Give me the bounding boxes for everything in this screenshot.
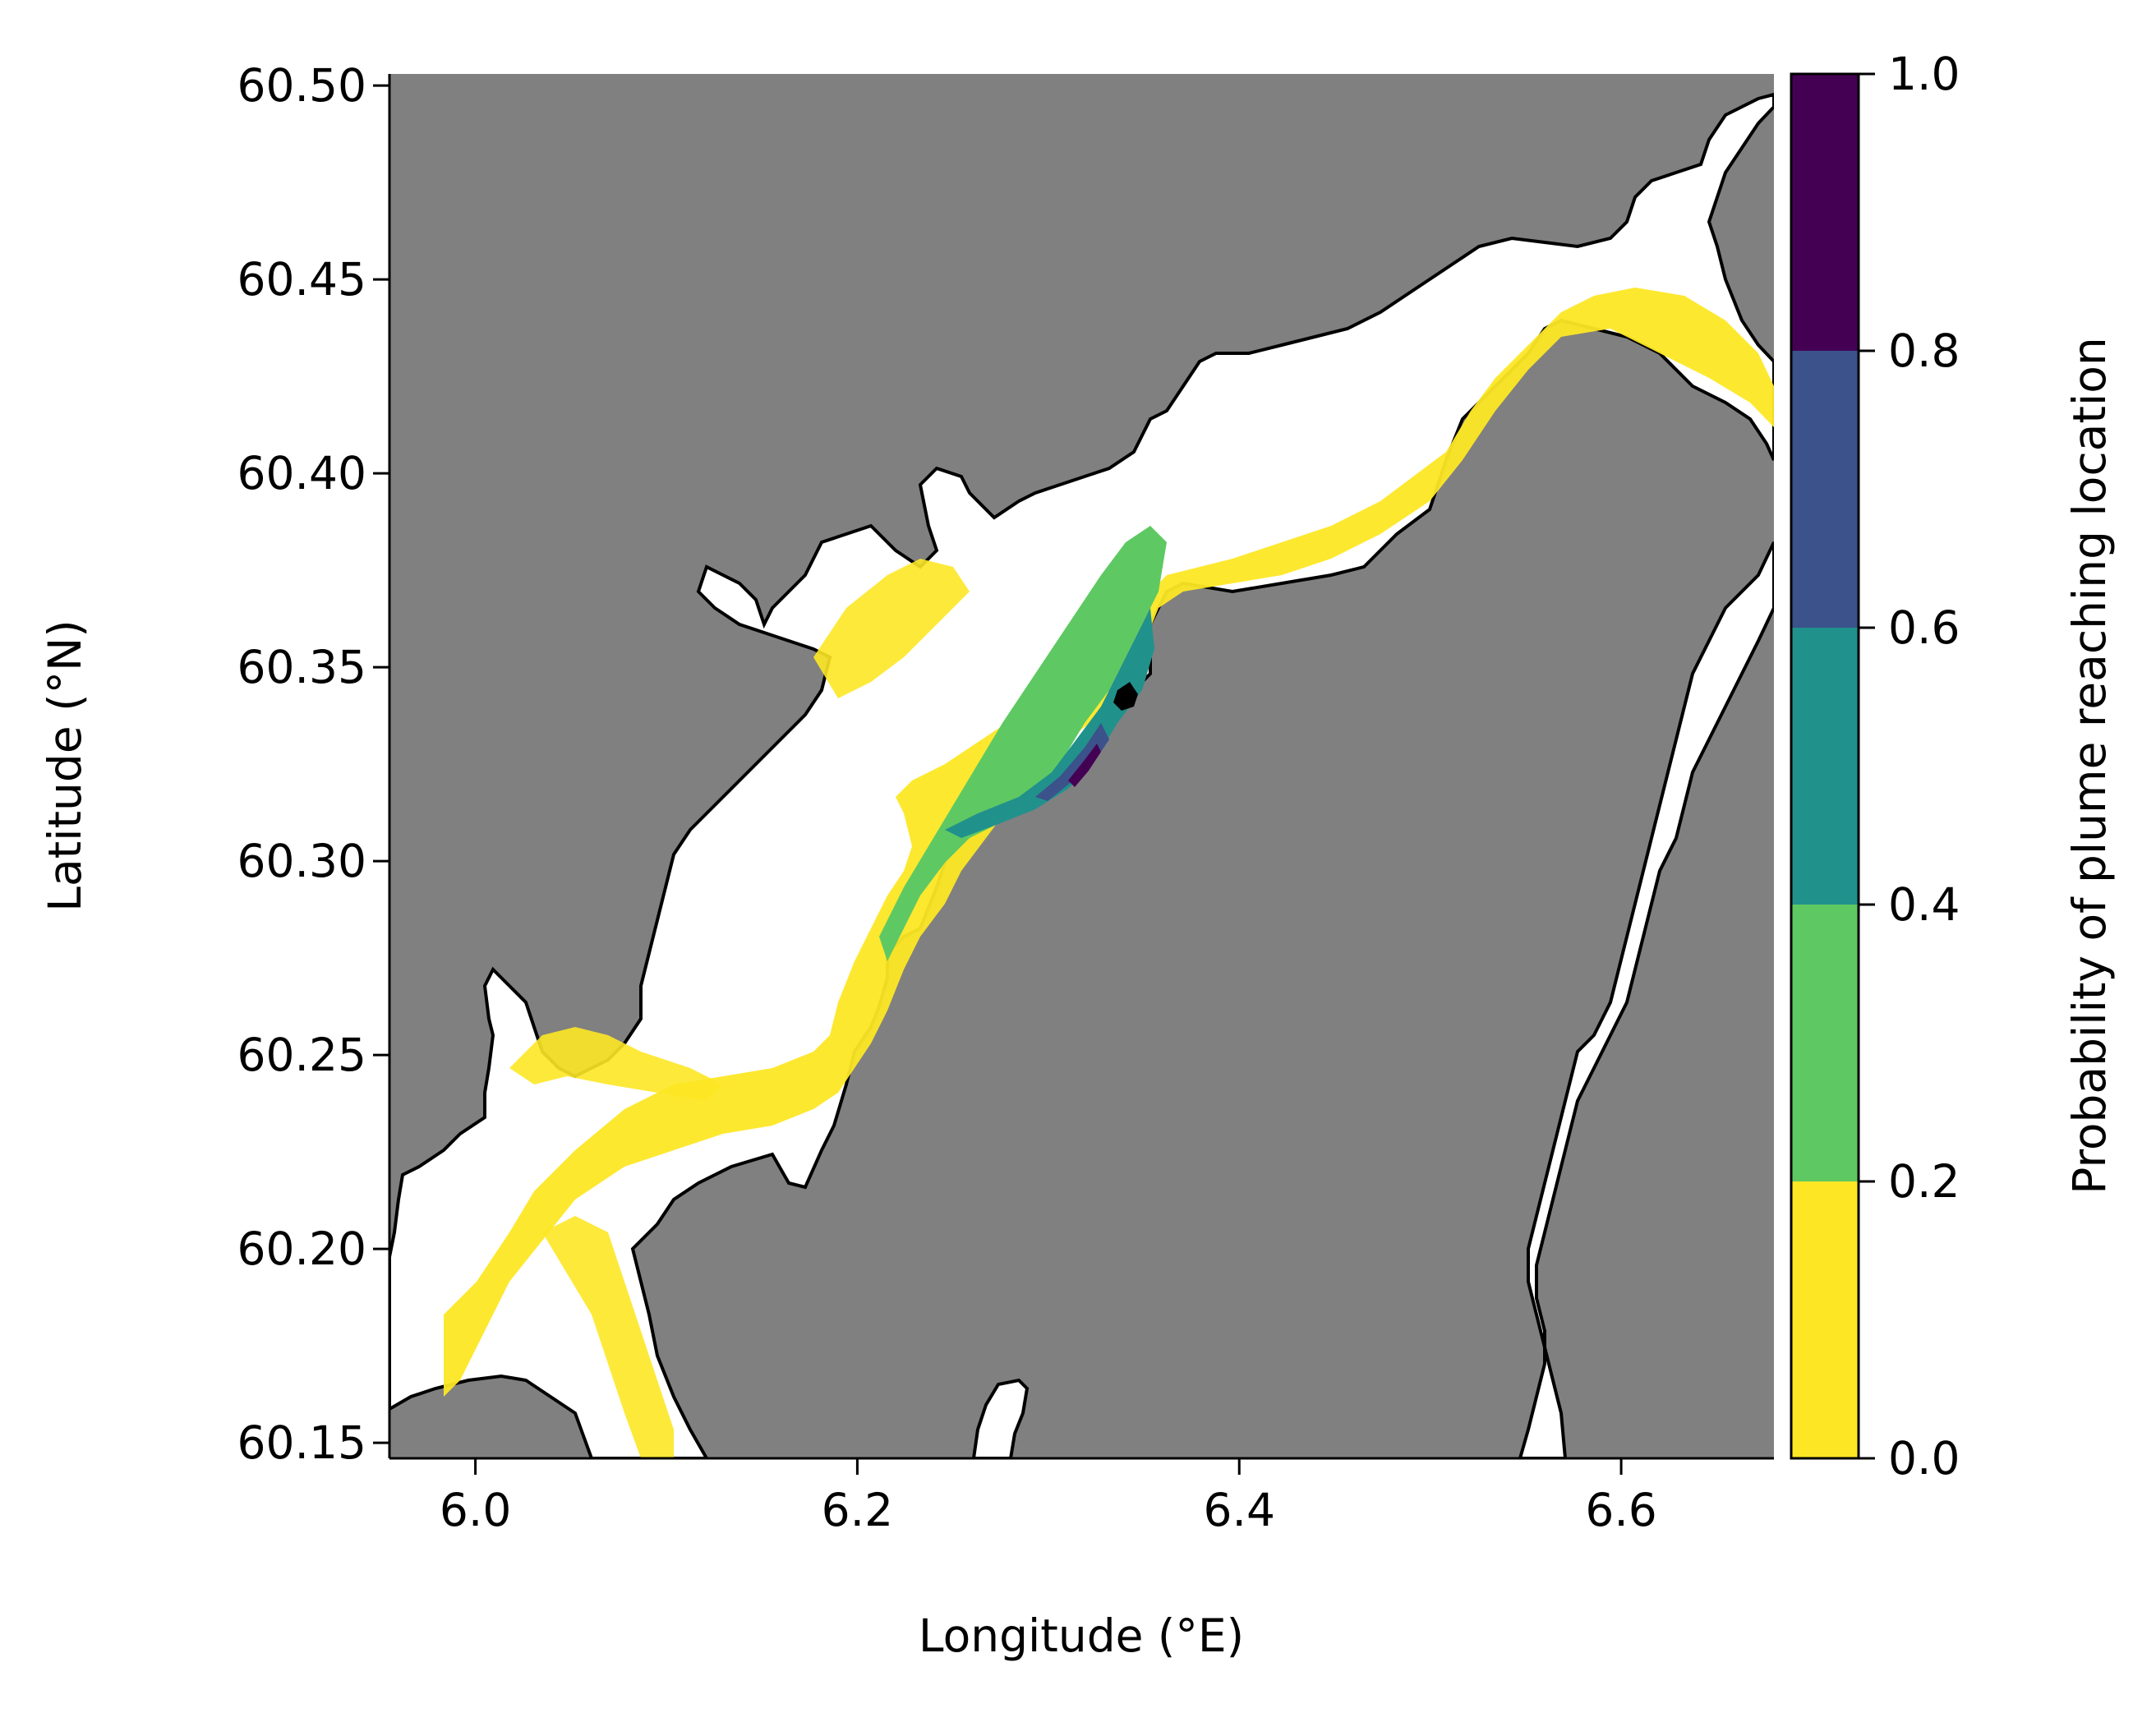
south-inlet-water bbox=[971, 1378, 1030, 1458]
y-tick-label: 60.25 bbox=[237, 1029, 366, 1081]
east-fjord-water bbox=[1518, 541, 1774, 1458]
y-tick-label: 60.35 bbox=[237, 641, 366, 693]
y-tick-label: 60.40 bbox=[237, 447, 366, 500]
colorbar-tick-label: 0.4 bbox=[1888, 878, 1960, 931]
probability-bin-0-0.2 bbox=[444, 288, 1774, 1397]
colorbar: 0.0 0.2 0.4 0.6 0.8 1.0 bbox=[1790, 48, 1960, 1485]
y-axis-label: Latitude (°N) bbox=[39, 619, 91, 911]
y-tick-label: 60.45 bbox=[237, 253, 366, 306]
colorbar-bin bbox=[1791, 628, 1859, 905]
y-tick-label: 60.50 bbox=[237, 59, 366, 112]
probability-bin-0-0.2-north bbox=[813, 559, 970, 698]
plot-frame bbox=[388, 74, 1774, 1460]
x-tick-label: 6.6 bbox=[1585, 1484, 1656, 1536]
y-tick-label: 60.30 bbox=[237, 835, 366, 887]
colorbar-bin bbox=[1791, 74, 1859, 351]
probability-bin-0-0.2-south bbox=[542, 1216, 674, 1458]
map-area bbox=[389, 74, 1774, 1458]
y-axis: 60.15 60.20 60.25 60.30 60.35 60.40 60.45 60.50 bbox=[237, 59, 389, 1469]
colorbar-label: Probability of plume reaching location bbox=[2063, 337, 2116, 1194]
x-tick-label: 6.2 bbox=[822, 1484, 893, 1536]
colorbar-tick-label: 0.8 bbox=[1888, 325, 1960, 377]
colorbar-tick-label: 1.0 bbox=[1888, 48, 1960, 100]
x-axis-label: Longitude (°E) bbox=[919, 1609, 1244, 1662]
x-tick-label: 6.4 bbox=[1204, 1484, 1275, 1536]
colorbar-frame bbox=[1790, 72, 1860, 1460]
y-tick-label: 60.15 bbox=[237, 1416, 366, 1469]
colorbar-tick-label: 0.2 bbox=[1888, 1155, 1960, 1208]
probability-bin-0.6-0.8 bbox=[1035, 723, 1109, 801]
probability-bin-0.8-1.0 bbox=[1068, 744, 1101, 787]
colorbar-bin bbox=[1791, 905, 1859, 1181]
colorbar-bin bbox=[1791, 1181, 1859, 1458]
colorbar-tick-label: 0.6 bbox=[1888, 601, 1960, 654]
colorbar-tick-label: 0.0 bbox=[1888, 1432, 1960, 1485]
y-tick-label: 60.20 bbox=[237, 1223, 366, 1275]
x-axis: 6.0 6.2 6.4 6.6 bbox=[440, 1458, 1657, 1536]
release-site-marker bbox=[1113, 682, 1138, 711]
probability-bin-0-0.2-west bbox=[509, 1027, 723, 1101]
colorbar-bin bbox=[1791, 351, 1859, 628]
probability-bin-0.2-0.4 bbox=[879, 526, 1167, 961]
x-tick-label: 6.0 bbox=[440, 1484, 511, 1536]
